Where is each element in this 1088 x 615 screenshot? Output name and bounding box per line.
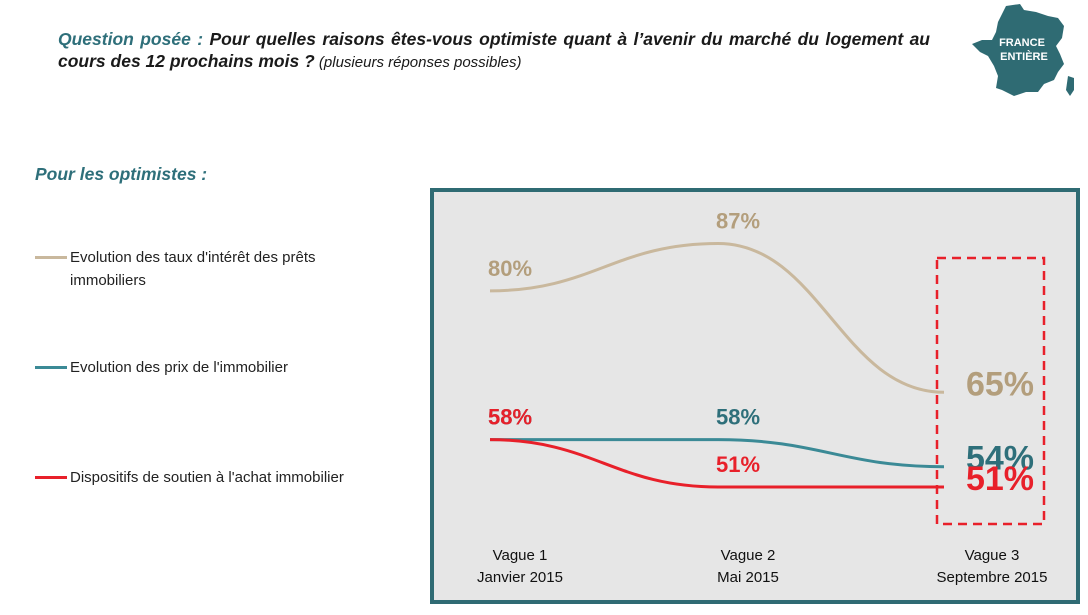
chart-subtitle: Pour les optimistes : bbox=[35, 164, 208, 184]
highlight-box-vague-3 bbox=[935, 256, 1046, 526]
legend-label-prix: Evolution des prix de l'immobilier bbox=[70, 359, 288, 376]
series-line-dispositifs bbox=[489, 438, 945, 489]
x-tick-label-3-line-2: Septembre 2015 bbox=[937, 569, 1048, 586]
badge-line-2: ENTIÈRE bbox=[1000, 50, 1048, 63]
series-line-taux bbox=[489, 241, 945, 394]
legend-swatch-taux bbox=[35, 256, 67, 259]
x-tick-label-1-line-1: Vague 1 bbox=[493, 547, 548, 564]
data-label-prix-3: 54% bbox=[966, 440, 1034, 478]
corsica-shape bbox=[1066, 76, 1074, 96]
data-label-prix-1: 58% bbox=[488, 405, 532, 430]
data-label-taux-2: 87% bbox=[716, 208, 760, 233]
question-text: Question posée : Pour quelles raisons êt… bbox=[58, 28, 930, 74]
data-label-dispositifs-2: 51% bbox=[716, 452, 760, 477]
x-tick-label-3-line-1: Vague 3 bbox=[965, 547, 1020, 564]
legend-label-taux: Evolution des taux d'intérêt des prêts i… bbox=[70, 249, 316, 289]
x-tick-label-1-line-2: Janvier 2015 bbox=[477, 569, 563, 586]
data-label-dispositifs-3: 51% bbox=[966, 460, 1034, 498]
data-label-prix-2: 58% bbox=[716, 405, 760, 430]
x-tick-label-2-line-2: Mai 2015 bbox=[717, 569, 779, 586]
france-map-shape bbox=[972, 4, 1064, 96]
question-body: Pour quelles raisons êtes-vous optimiste… bbox=[58, 29, 930, 71]
question-note: (plusieurs réponses possibles) bbox=[314, 54, 522, 71]
legend-swatch-prix bbox=[35, 366, 67, 369]
badge-line-1: FRANCE bbox=[999, 37, 1045, 49]
legend-label-dispositifs: Dispositifs de soutien à l'achat immobil… bbox=[70, 469, 344, 486]
series-line-prix bbox=[489, 438, 945, 469]
question-prefix: Question posée : bbox=[58, 29, 204, 49]
data-label-dispositifs-1: 58% bbox=[488, 405, 532, 430]
legend-swatch-dispositifs bbox=[35, 476, 67, 479]
x-tick-label-2-line-1: Vague 2 bbox=[721, 547, 776, 564]
france-map-icon: FRANCE ENTIÈRE bbox=[972, 4, 1074, 96]
data-label-taux-1: 80% bbox=[488, 256, 532, 281]
data-label-taux-3: 65% bbox=[966, 365, 1034, 403]
